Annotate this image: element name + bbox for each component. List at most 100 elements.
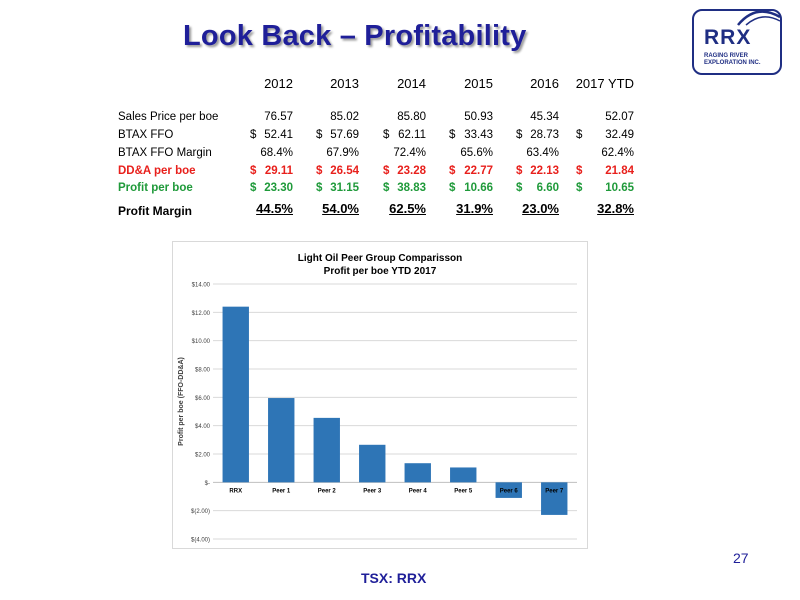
table-cell: 45.34 xyxy=(530,111,559,123)
table-cell: 32.49 xyxy=(605,129,634,141)
currency-symbol: $ xyxy=(250,165,257,177)
table-cell: 57.69 xyxy=(330,129,359,141)
y-tick-label: $14.00 xyxy=(192,283,211,289)
row-label: BTAX FFO Margin xyxy=(118,147,212,159)
table-row: Sales Price per boe 76.57 85.02 85.80 50.93 4… xyxy=(118,111,648,127)
year-header: 2013 xyxy=(330,76,359,91)
y-axis-label: Profit per boe (FFO-DD&A) xyxy=(178,357,185,446)
year-header: 2016 xyxy=(530,76,559,91)
peer-comparison-chart: Light Oil Peer Group Comparisson Profit p… xyxy=(178,253,577,544)
x-tick-label: Peer 2 xyxy=(318,488,337,494)
x-tick-label: RRX xyxy=(229,488,242,494)
year-header: 2014 xyxy=(397,76,426,91)
table-cell: 85.02 xyxy=(330,111,359,123)
logo-swoosh-icon xyxy=(737,10,781,26)
bar xyxy=(313,417,340,483)
table-cell: 44.5% xyxy=(256,201,293,216)
table-row: BTAX FFO Margin 68.4% 67.9% 72.4% 65.6% 63.4%… xyxy=(118,147,648,163)
table-cell: 38.83 xyxy=(397,182,426,194)
table-cell: 76.57 xyxy=(264,111,293,123)
bar xyxy=(268,398,295,483)
bar xyxy=(450,467,477,483)
table-cell: 72.4% xyxy=(393,147,426,159)
currency-symbol: $ xyxy=(449,182,456,194)
table-cell: 62.5% xyxy=(389,201,426,216)
logo-text: RRX xyxy=(704,26,752,49)
logo-badge xyxy=(692,9,782,75)
table-cell: 54.0% xyxy=(322,201,359,216)
chart-subtitle: Profit per boe YTD 2017 xyxy=(324,266,437,277)
company-logo: RRX RAGING RIVER EXPLORATION INC. xyxy=(692,9,782,75)
table-cell: 65.6% xyxy=(460,147,493,159)
slide-title: Look Back – Profitability xyxy=(183,20,527,52)
table-cell: 28.73 xyxy=(530,129,559,141)
y-tick-label: $2.00 xyxy=(195,453,211,459)
row-label: Sales Price per boe xyxy=(118,111,219,123)
bar xyxy=(404,463,431,483)
logo-subtext: RAGING RIVER EXPLORATION INC. xyxy=(704,53,761,66)
year-header: 2012 xyxy=(264,76,293,91)
page-number: 27 xyxy=(733,550,749,566)
table-cell: 31.15 xyxy=(330,182,359,194)
table-cell: 23.28 xyxy=(397,165,426,177)
currency-symbol: $ xyxy=(516,129,523,141)
table-cell: 31.9% xyxy=(456,201,493,216)
table-cell: 52.07 xyxy=(605,111,634,123)
row-label: BTAX FFO xyxy=(118,129,174,141)
table-cell: 62.11 xyxy=(398,129,426,141)
table-row: Profit per boe $23.30 $31.15 $38.83 $10.66 $6… xyxy=(118,182,648,198)
row-label: Profit per boe xyxy=(118,182,193,194)
currency-symbol: $ xyxy=(316,129,323,141)
y-tick-label: $6.00 xyxy=(195,396,211,402)
currency-symbol: $ xyxy=(250,129,257,141)
bar xyxy=(359,444,386,483)
row-label: DD&A per boe xyxy=(118,165,196,177)
x-tick-label: Peer 1 xyxy=(272,488,291,494)
table-cell: 10.65 xyxy=(605,182,634,194)
bar xyxy=(222,306,249,483)
table-cell: 26.54 xyxy=(330,165,359,177)
table-cell: 33.43 xyxy=(464,129,493,141)
year-header: 2015 xyxy=(464,76,493,91)
table-cell: 21.84 xyxy=(605,165,634,177)
x-tick-label: Peer 3 xyxy=(363,488,382,494)
y-tick-label: $(2.00) xyxy=(191,509,210,515)
table-cell: 50.93 xyxy=(464,111,493,123)
table-row: Profit Margin 44.5% 54.0% 62.5% 31.9% 23.0% 32… xyxy=(118,201,648,218)
table-cell: 85.80 xyxy=(397,111,426,123)
table-cell: 32.8% xyxy=(597,201,634,216)
currency-symbol: $ xyxy=(250,182,257,194)
y-tick-label: $8.00 xyxy=(195,368,211,374)
table-header-row: 2012 2013 2014 2015 2016 2017 YTD xyxy=(118,76,648,94)
table-cell: 23.0% xyxy=(522,201,559,216)
currency-symbol: $ xyxy=(516,165,523,177)
x-tick-label: Peer 7 xyxy=(545,488,564,494)
bar xyxy=(495,482,522,498)
table-cell: 23.30 xyxy=(264,182,293,194)
table-cell: 6.60 xyxy=(536,182,559,194)
y-tick-label: $(4.00) xyxy=(191,538,210,544)
table-cell: 52.41 xyxy=(264,129,293,141)
row-label: Profit Margin xyxy=(118,204,192,218)
currency-symbol: $ xyxy=(383,165,390,177)
x-tick-label: Peer 6 xyxy=(500,488,519,494)
currency-symbol: $ xyxy=(449,129,456,141)
y-tick-label: $10.00 xyxy=(192,339,211,345)
currency-symbol: $ xyxy=(383,182,390,194)
x-tick-label: Peer 4 xyxy=(409,488,428,494)
table-cell: 29.11 xyxy=(264,165,293,177)
y-tick-label: $4.00 xyxy=(195,424,211,430)
table-cell: 68.4% xyxy=(260,147,293,159)
table-cell: 22.13 xyxy=(530,165,559,177)
currency-symbol: $ xyxy=(576,129,583,141)
x-tick-label: Peer 5 xyxy=(454,488,473,494)
chart-frame: Light Oil Peer Group Comparisson Profit p… xyxy=(172,241,588,549)
currency-symbol: $ xyxy=(316,182,323,194)
table-cell: 63.4% xyxy=(526,147,559,159)
table-row: BTAX FFO $52.41 $57.69 $62.11 $33.43 $28.73 $3… xyxy=(118,129,648,145)
table-cell: 22.77 xyxy=(464,165,493,177)
y-tick-label: $- xyxy=(205,481,210,487)
currency-symbol: $ xyxy=(516,182,523,194)
currency-symbol: $ xyxy=(576,182,583,194)
currency-symbol: $ xyxy=(316,165,323,177)
